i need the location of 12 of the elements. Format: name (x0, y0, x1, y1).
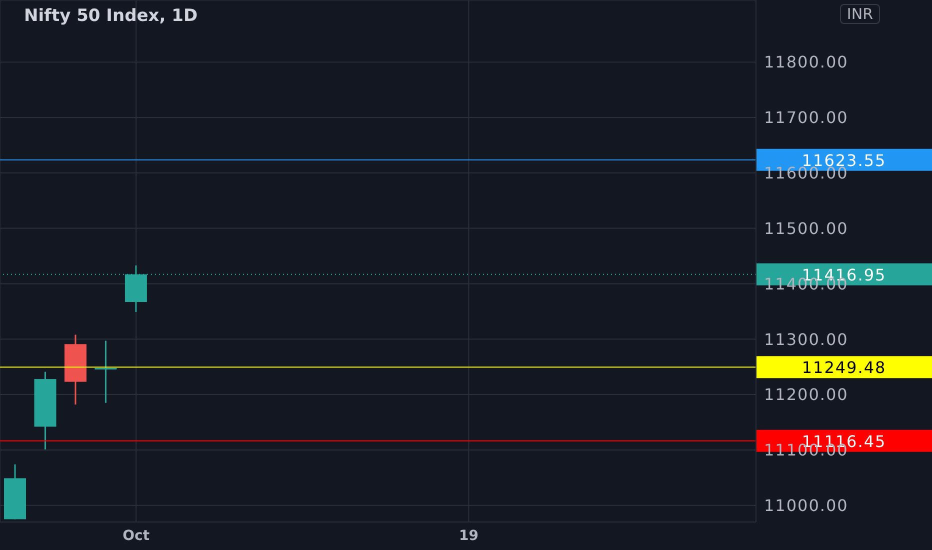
y-tick-label: 11500.00 (764, 218, 848, 238)
x-tick-label: 19 (458, 528, 478, 544)
x-tick-label: Oct (122, 528, 150, 544)
y-tick-label: 11800.00 (764, 52, 848, 72)
candlestick (94, 340, 117, 404)
y-tick-label: 11200.00 (764, 385, 848, 404)
y-tick-label: 11000.00 (764, 496, 848, 516)
ref-line-label: 11249.48 (802, 358, 886, 378)
chart-title: Nifty 50 Index, 1D (24, 6, 198, 26)
y-tick-label: 11700.00 (764, 108, 848, 128)
y-tick-label: 11300.00 (764, 330, 848, 349)
text: INR (840, 4, 880, 24)
